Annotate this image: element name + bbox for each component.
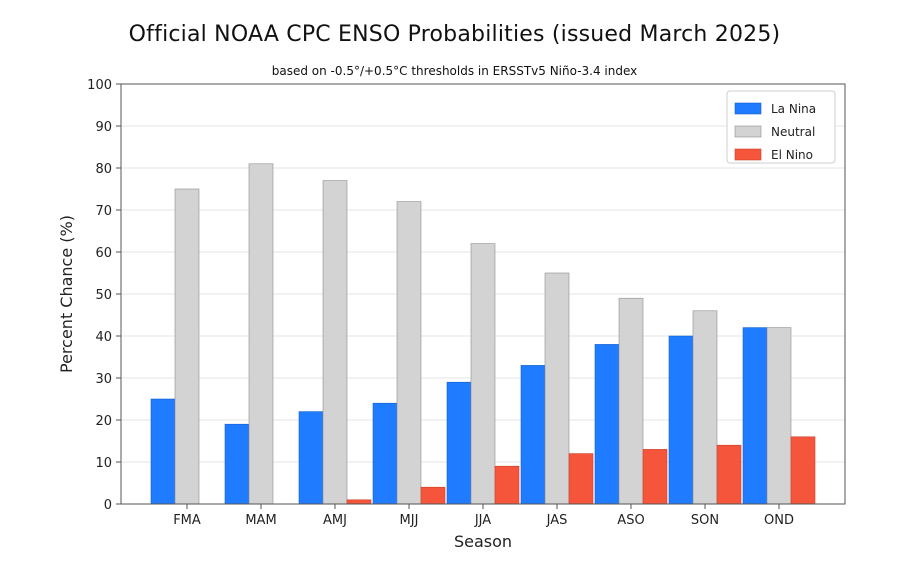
x-axis-title: Season [454,532,512,551]
legend-label: Neutral [771,125,815,139]
bar-el-nino-ond [790,436,816,505]
y-tick-label: 100 [87,78,112,93]
legend-swatch [734,102,762,115]
y-ticks: 0 10 20 30 40 50 60 70 80 90 100 [87,78,121,513]
y-tick-label: 0 [104,498,112,513]
bar-neutral-ond [766,327,792,505]
legend-label: El Nino [771,148,813,162]
y-tick-label: 60 [95,246,112,261]
x-tick-label: FMA [173,513,201,528]
bar-neutral-son [692,310,718,505]
y-axis-title: Percent Chance (%) [57,215,76,373]
x-tick-label: MJJ [400,513,419,528]
legend-swatch [734,125,762,138]
bar-la-nina-son [668,335,694,505]
bar-el-nino-amj [346,499,372,505]
y-tick-label: 80 [95,162,112,177]
chart-subtitle: based on -0.5°/+0.5°C thresholds in ERSS… [271,64,638,78]
bar-la-nina-fma [150,398,176,505]
y-tick-label: 10 [95,456,112,471]
bar-neutral-jas [544,272,570,505]
bar-neutral-amj [322,180,348,505]
bar-la-nina-jas [520,365,546,505]
bar-la-nina-mam [224,423,250,505]
x-tick-label: ASO [617,513,644,528]
y-tick-label: 50 [95,288,112,303]
y-tick-label: 70 [95,204,112,219]
bar-neutral-aso [618,297,644,505]
bar-el-nino-jja [494,465,520,505]
x-tick-label: MAM [245,513,276,528]
y-tick-label: 90 [95,120,112,135]
legend: La Nina Neutral El Nino [726,90,836,164]
bar-neutral-fma [174,188,200,505]
bar-el-nino-aso [642,449,668,505]
y-tick-label: 30 [95,372,112,387]
chart-title: Official NOAA CPC ENSO Probabilities (is… [128,22,781,47]
bars [150,163,816,505]
y-tick-label: 40 [95,330,112,345]
bar-el-nino-jas [568,453,594,505]
bar-el-nino-son [716,444,742,505]
legend-swatch [734,148,762,161]
x-ticks: FMA MAM AMJ MJJ JJA JAS ASO SON OND [173,504,794,528]
bar-la-nina-amj [298,411,324,505]
y-tick-label: 20 [95,414,112,429]
x-tick-label: SON [691,513,719,528]
bar-neutral-jja [470,243,496,505]
bar-la-nina-aso [594,344,620,505]
bar-la-nina-ond [742,327,768,505]
x-tick-label: JAS [546,513,568,528]
bar-la-nina-mjj [372,402,398,505]
x-tick-label: OND [764,513,794,528]
bar-neutral-mjj [396,201,422,505]
bar-el-nino-mjj [420,486,446,505]
legend-label: La Nina [771,102,816,116]
x-tick-label: JJA [474,513,491,528]
x-tick-label: AMJ [323,513,347,528]
bar-la-nina-jja [446,381,472,505]
bar-neutral-mam [248,163,274,505]
